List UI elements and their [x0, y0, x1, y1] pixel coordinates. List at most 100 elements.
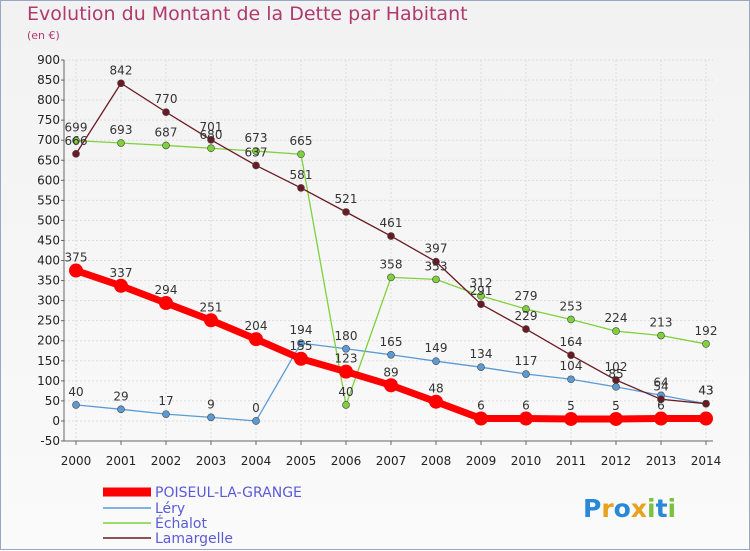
data-point [342, 401, 350, 409]
data-point [612, 383, 620, 391]
x-tick-label: 2009 [466, 454, 497, 468]
data-label: 842 [110, 63, 133, 77]
data-point [384, 378, 398, 393]
data-label: 279 [515, 289, 538, 303]
legend-label: Échalot [155, 515, 207, 532]
data-label: 29 [113, 389, 128, 403]
data-label: 291 [470, 284, 493, 298]
x-tick-label: 2013 [646, 454, 677, 468]
y-tick-label: 450 [37, 233, 60, 247]
data-label: 673 [245, 131, 268, 145]
y-tick-label: 0 [52, 414, 60, 428]
data-label: 54 [653, 379, 668, 393]
data-label: 251 [200, 300, 223, 314]
data-point [432, 257, 440, 266]
data-label: 0 [252, 401, 260, 415]
data-point [297, 339, 305, 347]
y-tick-label: 900 [37, 53, 60, 67]
data-point [612, 327, 620, 335]
data-label: 701 [200, 120, 223, 134]
data-label: 89 [383, 365, 398, 379]
y-tick-label: 400 [37, 254, 60, 268]
x-tick-label: 2007 [376, 454, 407, 468]
data-point [522, 370, 530, 378]
legend-label: Lamargelle [155, 531, 233, 547]
chart-title: Evolution du Montant de la Dette par Hab… [27, 3, 468, 25]
data-point [654, 411, 668, 426]
data-point [702, 340, 710, 348]
data-label: 9 [207, 397, 215, 411]
data-label: 43 [698, 384, 713, 398]
y-tick-label: 300 [37, 294, 60, 308]
x-tick-label: 2006 [331, 454, 362, 468]
data-point [162, 108, 170, 116]
data-point [519, 411, 533, 426]
y-tick-label: 600 [37, 173, 60, 187]
data-label: 358 [380, 257, 403, 271]
data-label: 48 [428, 382, 443, 396]
data-label: 5 [612, 399, 620, 413]
data-point [72, 401, 80, 409]
data-label: 134 [470, 347, 493, 361]
data-point [702, 399, 710, 408]
data-point [339, 364, 353, 379]
data-label: 104 [560, 359, 583, 373]
data-label: 213 [650, 316, 673, 330]
data-point [117, 139, 125, 147]
data-label: 253 [560, 299, 583, 313]
y-tick-label: 850 [37, 73, 60, 87]
x-tick-label: 2001 [106, 454, 137, 468]
data-point [387, 232, 395, 240]
data-point [204, 313, 218, 328]
data-point [657, 395, 665, 404]
data-label: 6 [522, 399, 530, 413]
data-point [657, 331, 665, 340]
y-tick-label: 250 [37, 314, 60, 328]
data-point [699, 411, 713, 426]
data-point [297, 184, 305, 192]
data-label: 397 [425, 242, 448, 256]
x-tick-label: 2004 [241, 454, 272, 468]
data-point [117, 405, 125, 414]
data-point [252, 417, 260, 425]
data-label: 224 [605, 311, 628, 325]
data-point [432, 357, 440, 365]
data-label: 40 [68, 385, 83, 399]
data-point [477, 363, 485, 372]
x-tick-label: 2011 [556, 454, 587, 468]
legend-label: Léry [155, 501, 185, 517]
data-label: 581 [290, 168, 313, 182]
data-point [477, 300, 485, 309]
data-label: 229 [515, 309, 538, 323]
data-point [294, 351, 308, 366]
x-tick-label: 2003 [196, 454, 227, 468]
data-label: 353 [425, 259, 448, 273]
data-label: 637 [245, 145, 268, 159]
data-label: 180 [335, 329, 358, 343]
data-label: 665 [290, 134, 313, 148]
data-label: 770 [155, 92, 178, 106]
data-point [72, 150, 80, 158]
data-label: 192 [695, 324, 718, 338]
logo-letter: t [656, 494, 668, 523]
data-label: 312 [470, 276, 493, 290]
y-tick-label: 750 [37, 113, 60, 127]
logo-letter: r [601, 494, 614, 523]
data-label: 102 [605, 360, 628, 374]
data-point [162, 410, 170, 418]
data-point [474, 411, 488, 426]
data-label: 43 [698, 384, 713, 398]
logo-letter: o [614, 494, 631, 523]
data-label: 5 [567, 399, 575, 413]
data-label: 117 [515, 354, 538, 368]
data-label: 6 [477, 399, 485, 413]
data-label: 337 [110, 266, 133, 280]
x-tick-label: 2014 [691, 454, 722, 468]
data-label: 294 [155, 283, 178, 297]
data-point [564, 411, 578, 426]
data-point [387, 273, 395, 282]
data-label: 693 [110, 123, 133, 137]
x-tick-label: 2008 [421, 454, 452, 468]
y-tick-label: 700 [37, 133, 60, 147]
